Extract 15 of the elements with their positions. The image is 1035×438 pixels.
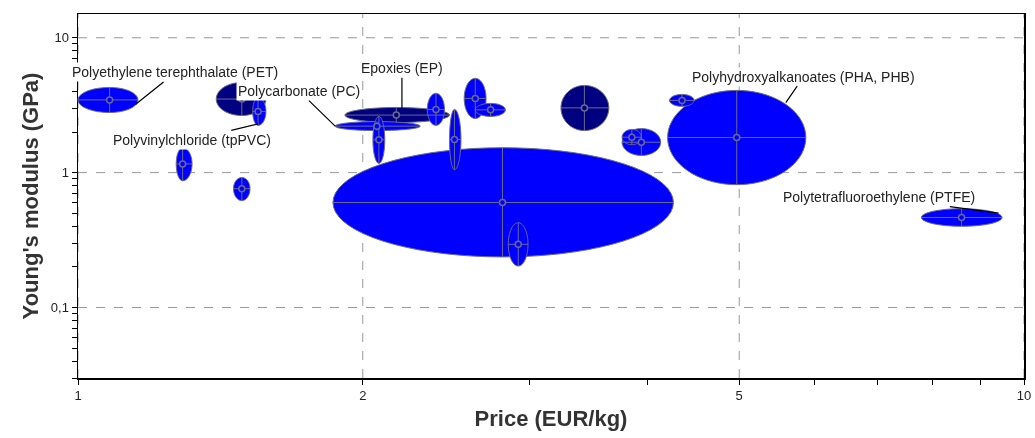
annotation: Polyethylene terephthalate (PET) — [72, 64, 279, 80]
x-axis-title: Price (EUR/kg) — [474, 405, 628, 431]
y-axis-title: Young's modulus (GPa) — [17, 72, 43, 320]
x-tick-label: 1 — [74, 388, 82, 404]
y-tick-label: 10 — [54, 30, 69, 46]
annotation: Polyvinylchloride (tpPVC) — [113, 132, 271, 148]
annotation: Epoxies (EP) — [361, 60, 443, 76]
annotation: Polycarbonate (PC) — [238, 83, 361, 99]
x-tick-label: 2 — [359, 388, 367, 404]
x-tick-label: 10 — [1016, 388, 1032, 404]
annotation: Polyhydroxyalkanoates (PHA, PHB) — [692, 69, 915, 85]
y-tick-label: 0,1 — [50, 300, 69, 316]
y-tick-label: 1 — [61, 165, 69, 181]
x-tick-label: 5 — [735, 388, 743, 404]
annotation: Polytetrafluoroethylene (PTFE) — [783, 189, 976, 205]
